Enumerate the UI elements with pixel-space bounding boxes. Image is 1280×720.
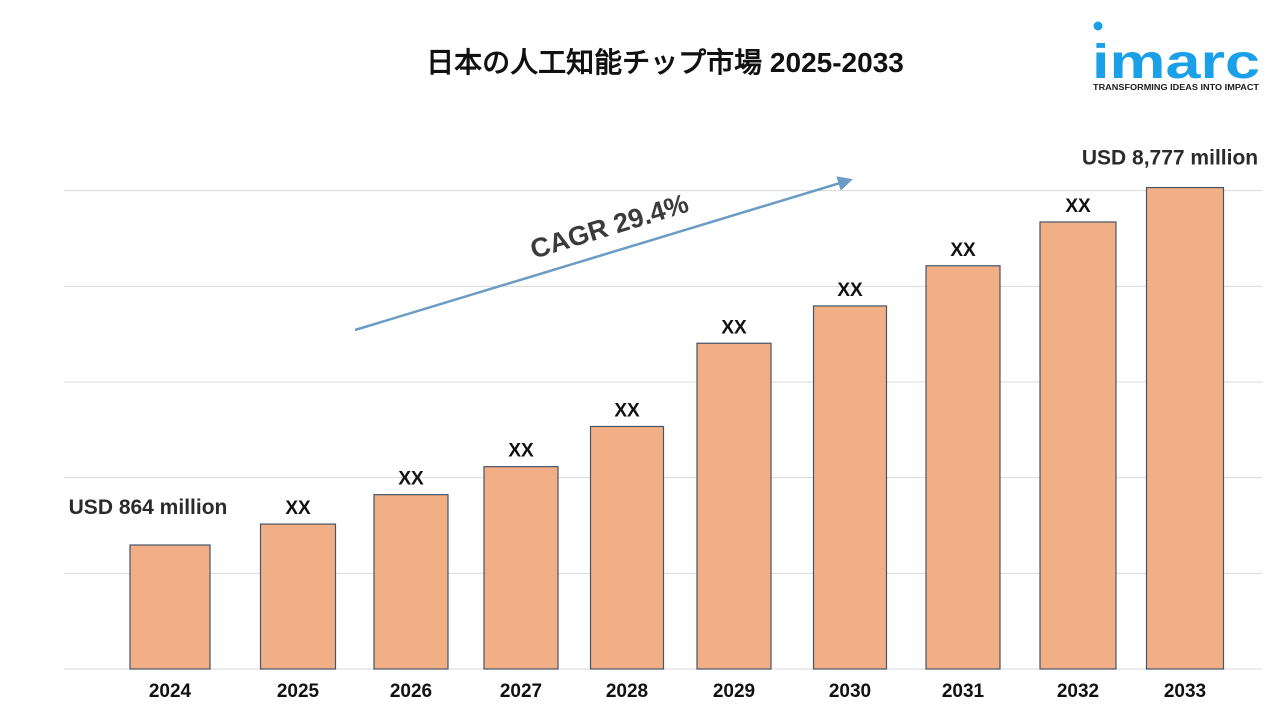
bar-2032 <box>1039 221 1117 670</box>
logo-wordmark: imarc <box>1092 36 1260 89</box>
x-tick-label: 2024 <box>149 681 192 702</box>
imarc-logo: imarc TRANSFORMING IDEAS INTO IMPACT <box>1092 21 1260 92</box>
data-label: XX <box>614 400 640 421</box>
bar-2025 <box>259 523 337 670</box>
bar-2030 <box>812 305 888 670</box>
data-label: XX <box>285 498 311 519</box>
x-tick-label: 2028 <box>606 681 648 702</box>
x-tick-label: 2027 <box>500 681 542 702</box>
bar-2029 <box>696 342 772 670</box>
x-tick-label: 2032 <box>1057 681 1099 702</box>
x-tick-label: 2031 <box>942 681 985 702</box>
bar-2027 <box>483 466 559 670</box>
data-label: XX <box>950 240 976 261</box>
data-label: XX <box>508 441 534 462</box>
bar-2026 <box>373 494 449 670</box>
x-tick-label: 2029 <box>713 681 755 702</box>
bar-2024 <box>129 544 211 670</box>
bars <box>129 186 1225 670</box>
data-label: XX <box>1065 196 1091 217</box>
bar-2033 <box>1145 186 1225 670</box>
logo-dot-icon <box>1093 21 1103 31</box>
data-label: XX <box>398 469 424 490</box>
x-tick-label: 2026 <box>390 681 432 702</box>
logo-tagline: TRANSFORMING IDEAS INTO IMPACT <box>1093 82 1260 92</box>
x-tick-label: 2033 <box>1164 681 1206 702</box>
x-axis-tick-labels: 2024 2025 2026 2027 2028 2029 2030 2031 2032 2033 <box>149 681 1206 702</box>
x-tick-label: 2030 <box>829 681 871 702</box>
cagr-arrow <box>354 176 853 332</box>
data-label: XX <box>721 317 747 338</box>
data-label: USD 8,777 million <box>1082 147 1258 170</box>
data-label: USD 864 million <box>69 496 228 519</box>
data-labels: USD 864 million XX XX XX XX XX XX XX XX USD 8,777… <box>69 147 1258 520</box>
x-tick-label: 2025 <box>277 681 320 702</box>
bar-2031 <box>925 265 1001 670</box>
chart-title: 日本の人工知能チップ市場 2025-2033 <box>426 46 904 78</box>
data-label: XX <box>837 280 863 301</box>
bar-2028 <box>589 425 665 670</box>
